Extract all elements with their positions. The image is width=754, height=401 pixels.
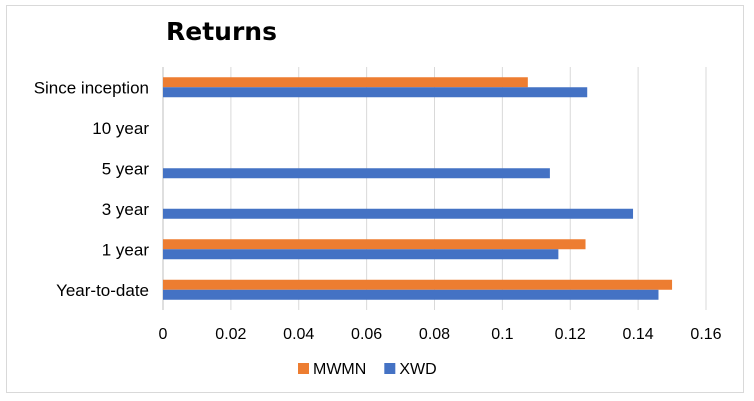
legend-label-xwd: XWD [399,361,436,378]
chart-frame [6,5,744,393]
chart-title: Returns [166,17,277,46]
x-tick-0-08: 0.08 [419,326,450,343]
legend-swatch-xwd [384,363,396,374]
legend: MWMN XWD [298,361,437,378]
legend-label-mwmn: MWMN [313,361,366,378]
category-label-since-inception: Since inception [34,78,149,97]
bar-mwmn-since-inception [163,77,528,88]
x-tick-0-1: 0.1 [491,326,513,343]
bar-xwd-5-year [163,168,550,179]
bar-xwd-1-year [163,249,559,260]
category-labels: Since inception 10 year 5 year 3 year 1 year… [34,78,150,300]
x-tick-0-14: 0.14 [623,326,654,343]
x-tick-labels: 0 0.02 0.04 0.06 0.08 0.1 0.12 0.14 0.16 [159,326,722,343]
x-tick-0-02: 0.02 [215,326,246,343]
x-tick-0: 0 [159,326,168,343]
bar-xwd-since-inception [163,87,588,98]
bar-xwd-3-year [163,208,634,219]
bar-xwd-year-to-date [163,289,659,300]
category-label-5-year: 5 year [102,159,150,178]
bar-mwmn-1-year [163,239,586,250]
category-label-1-year: 1 year [102,240,150,259]
bars [163,77,673,300]
category-label-year-to-date: Year-to-date [56,281,149,300]
x-tick-0-04: 0.04 [283,326,314,343]
x-tick-0-16: 0.16 [690,326,721,343]
legend-swatch-mwmn [298,363,309,374]
category-label-3-year: 3 year [102,200,150,219]
x-tick-0-06: 0.06 [351,326,382,343]
bar-mwmn-year-to-date [163,279,673,290]
x-tick-0-12: 0.12 [555,326,586,343]
category-label-10-year: 10 year [92,119,149,138]
gridlines [162,67,707,310]
